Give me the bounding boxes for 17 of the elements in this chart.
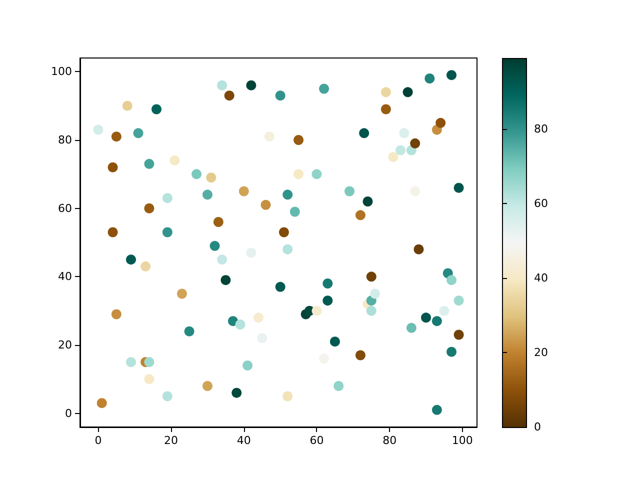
x-tick-label: 80 [382,434,397,447]
x-tick-label: 0 [94,434,102,447]
y-tick-label: 60 [58,202,72,215]
x-tick-label: 40 [236,434,251,447]
y-tick-label: 40 [58,270,72,284]
color-bar-label: 80 [534,122,548,136]
color-bar-label: 60 [534,196,548,210]
x-tick-label: 60 [310,434,324,447]
y-tick-label: 20 [58,338,72,352]
y-tick-label: 0 [65,406,72,420]
y-tick-label: 100 [51,65,72,78]
y-tick-label: 80 [58,134,72,146]
x-tick-label: 20 [164,434,178,447]
color-bar-label: 40 [534,271,548,284]
color-bar-label: 20 [534,346,548,359]
x-tick-label: 100 [452,434,473,447]
color-bar-label: 0 [534,420,541,434]
